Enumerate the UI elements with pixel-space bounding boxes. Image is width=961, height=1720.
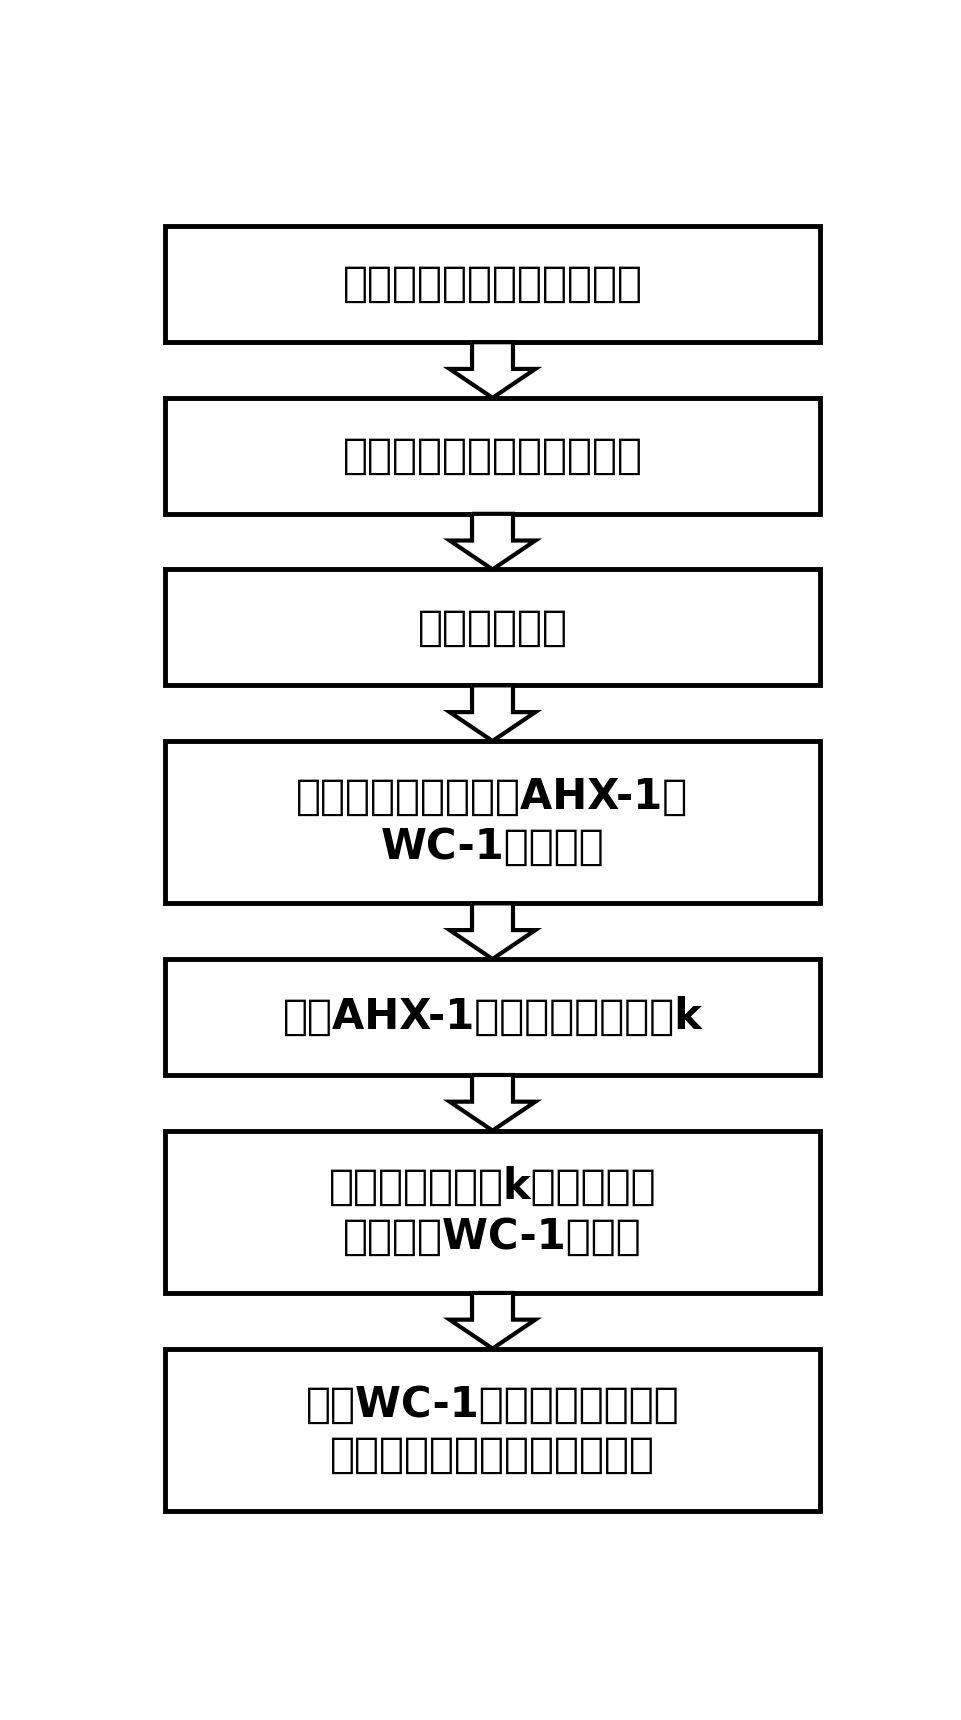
Polygon shape (450, 903, 535, 960)
Polygon shape (450, 342, 535, 397)
Text: 同位素值校正: 同位素值校正 (417, 607, 568, 648)
Text: 根据WC-1校正后年龄与报道
年龄对比判断测试结果有效性: 根据WC-1校正后年龄与报道 年龄对比判断测试结果有效性 (306, 1383, 679, 1476)
Bar (165, 741, 821, 903)
Polygon shape (450, 1075, 535, 1130)
Polygon shape (450, 1293, 535, 1348)
Bar (165, 227, 821, 342)
Bar (165, 397, 821, 514)
Bar (165, 569, 821, 685)
Text: 激光剥蚀取样及同位素测试: 激光剥蚀取样及同位素测试 (342, 435, 643, 476)
Polygon shape (450, 685, 535, 741)
Text: 待测方解石样品和标样制靶: 待测方解石样品和标样制靶 (342, 263, 643, 304)
Bar (165, 1348, 821, 1510)
Text: 计算待测样品、标样AHX-1和
WC-1实测年龄: 计算待测样品、标样AHX-1和 WC-1实测年龄 (296, 776, 689, 869)
Polygon shape (450, 514, 535, 569)
Text: 用年龄校正因子k校正待测样
品和标样WC-1的年龄: 用年龄校正因子k校正待测样 品和标样WC-1的年龄 (329, 1166, 656, 1257)
Text: 通过AHX-1计算年龄校正因子k: 通过AHX-1计算年龄校正因子k (283, 996, 702, 1037)
Bar (165, 960, 821, 1075)
Bar (165, 1130, 821, 1293)
